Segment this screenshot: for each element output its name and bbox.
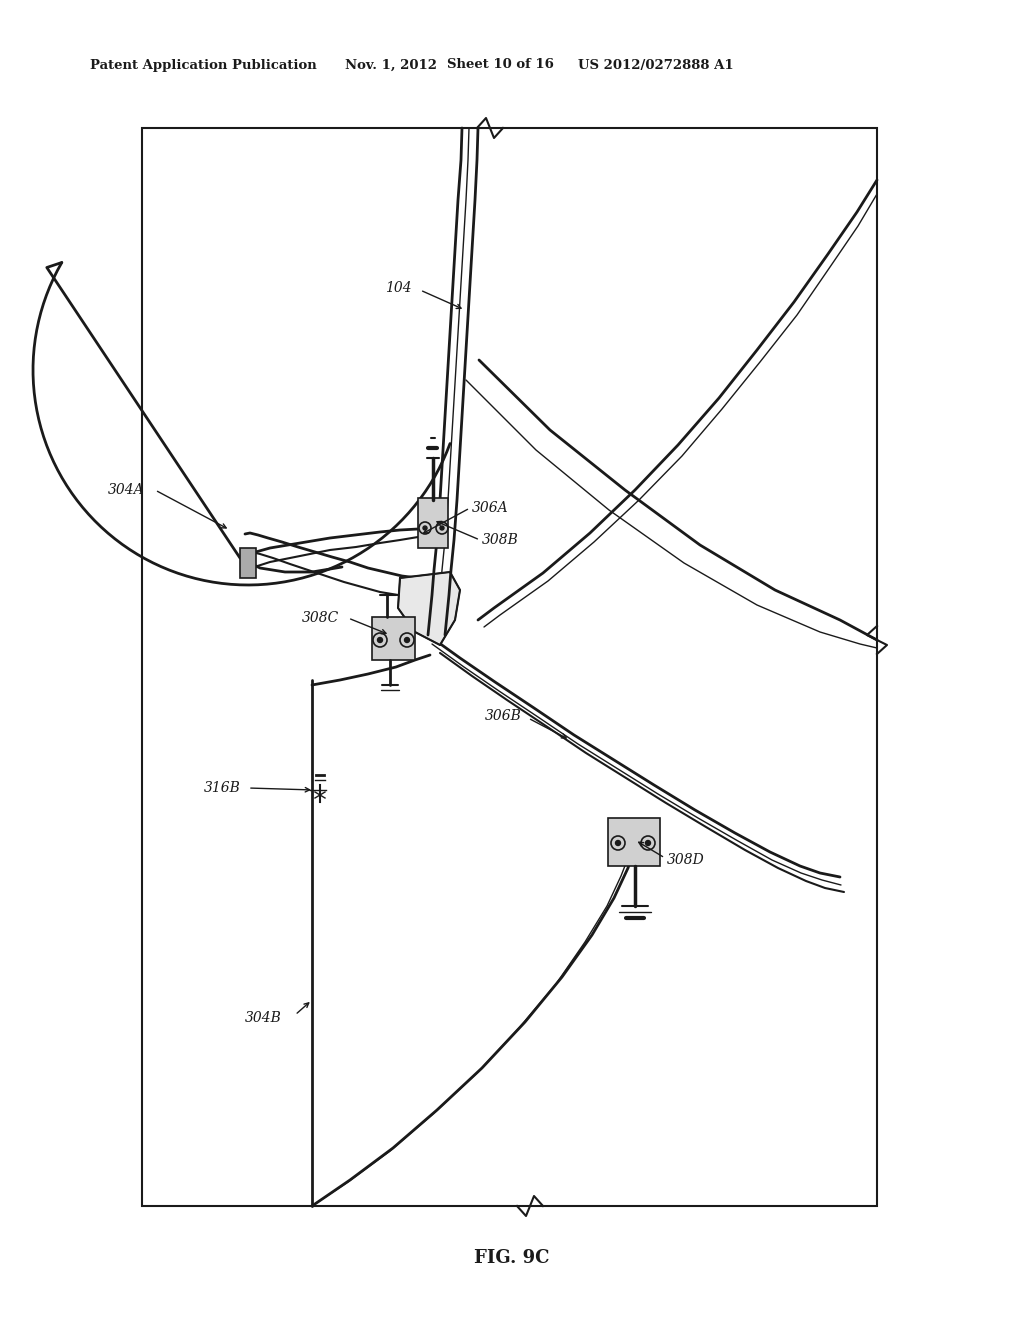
Bar: [240, 548, 256, 578]
Text: Sheet 10 of 16: Sheet 10 of 16: [447, 58, 554, 71]
Bar: [418, 498, 449, 548]
Text: 308C: 308C: [302, 611, 339, 624]
Text: 304A: 304A: [108, 483, 144, 498]
Bar: [142, 128, 877, 1206]
Polygon shape: [398, 572, 460, 645]
Circle shape: [404, 638, 410, 643]
Circle shape: [645, 841, 650, 846]
Text: 316B: 316B: [204, 781, 241, 795]
Text: Patent Application Publication: Patent Application Publication: [90, 58, 316, 71]
Text: 104: 104: [385, 281, 412, 294]
Text: FIG. 9C: FIG. 9C: [474, 1249, 550, 1267]
Text: 304B: 304B: [245, 1011, 282, 1026]
Bar: [372, 616, 415, 660]
Text: 306B: 306B: [485, 709, 522, 723]
Text: 308D: 308D: [667, 853, 705, 867]
Circle shape: [378, 638, 383, 643]
Text: 308B: 308B: [482, 533, 519, 546]
Bar: [608, 818, 660, 866]
Text: 306A: 306A: [472, 502, 509, 515]
Circle shape: [615, 841, 621, 846]
Text: US 2012/0272888 A1: US 2012/0272888 A1: [578, 58, 733, 71]
Circle shape: [423, 525, 427, 531]
Text: Nov. 1, 2012: Nov. 1, 2012: [345, 58, 437, 71]
Circle shape: [440, 525, 444, 531]
